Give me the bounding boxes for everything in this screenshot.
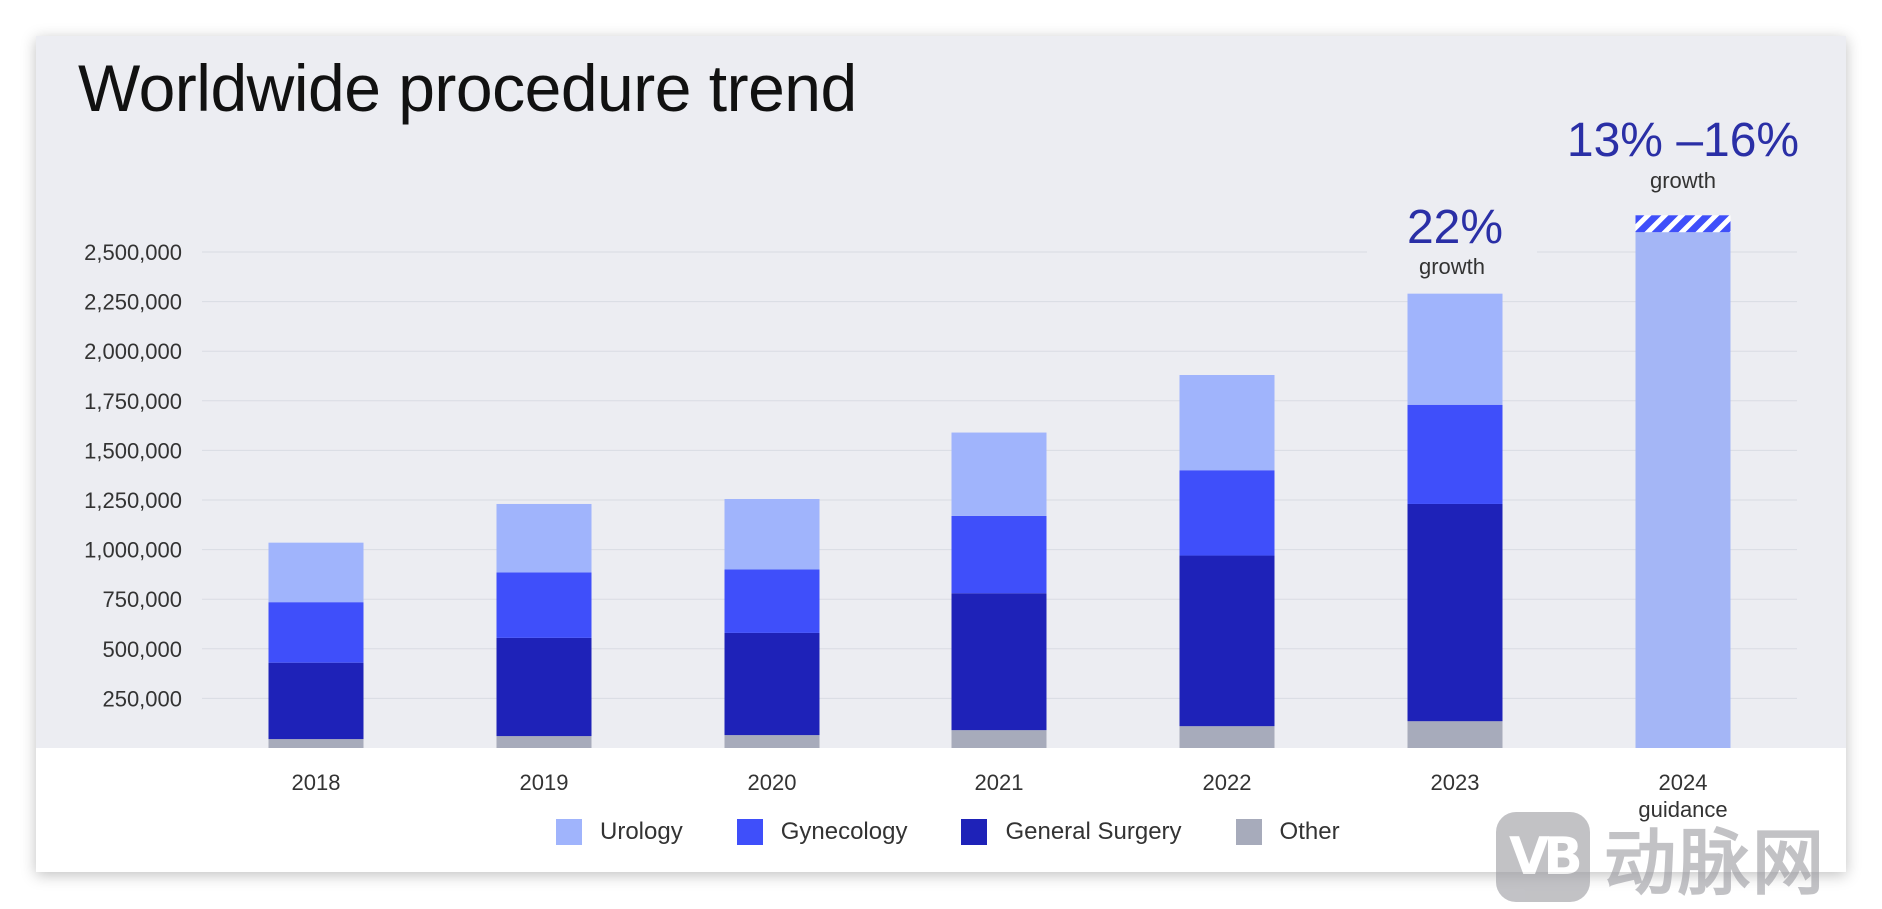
bar-segment-gynecology [1407, 404, 1503, 504]
guidance-growth-label: 13% –16% [1567, 114, 1799, 167]
bar-segment-urology [1407, 293, 1503, 405]
watermark-logo: VB [1496, 811, 1590, 902]
y-tick-label: 1,000,000 [84, 538, 182, 563]
x-tick-label: 2023 [1431, 770, 1480, 795]
legend-label-gynecology: Gynecology [780, 818, 908, 845]
x-tick-label: 2022 [1203, 770, 1252, 795]
bar-segment-general-surgery [724, 632, 820, 736]
y-tick-label: 2,250,000 [84, 290, 182, 315]
y-tick-label: 1,500,000 [84, 438, 182, 463]
bar-guidance [1635, 232, 1731, 748]
bar-segment-other [268, 739, 364, 748]
bar-segment-other [1407, 721, 1503, 748]
bar-segment-general-surgery [496, 637, 592, 737]
bar-segment-urology [951, 432, 1047, 516]
growth-annotation-caption: growth [1419, 254, 1485, 279]
bar-segment-gynecology [951, 515, 1047, 594]
chart-title: Worldwide procedure trend [78, 51, 857, 125]
legend-swatch-gynecology [736, 819, 763, 845]
bar-segment-gynecology [724, 569, 820, 633]
legend-label-general-surgery: General Surgery [1005, 818, 1182, 845]
y-tick-label: 2,000,000 [84, 339, 182, 364]
bar-segment-other [496, 736, 592, 748]
legend-swatch-urology [556, 819, 582, 845]
bar-segment-general-surgery [951, 593, 1047, 731]
y-tick-label: 2,500,000 [84, 240, 182, 265]
bar-segment-gynecology [1179, 470, 1275, 556]
bar-segment-general-surgery [268, 662, 364, 740]
x-tick-sublabel: guidance [1638, 797, 1727, 822]
bar-segment-gynecology [496, 572, 592, 638]
x-tick-label: 2024 [1659, 770, 1708, 795]
bar-segment-other [951, 730, 1047, 748]
bar-segment-urology [496, 503, 592, 573]
x-tick-label: 2021 [975, 770, 1024, 795]
legend-item-gynecology: Gynecology [736, 818, 908, 846]
legend-item-general-surgery: General Surgery [961, 818, 1182, 846]
watermark: VB 动脉网 [1496, 804, 1826, 909]
bar-segment-other [1179, 726, 1275, 748]
growth-annotation-label: 22% [1407, 201, 1503, 254]
y-tick-label: 500,000 [102, 637, 182, 662]
legend-item-other: Other [1235, 818, 1340, 846]
y-tick-label: 250,000 [102, 686, 182, 711]
y-tick-label: 1,250,000 [84, 488, 182, 513]
legend-swatch-general-surgery [961, 819, 988, 845]
chart-legend: Urology Gynecology General Surgery Other [556, 818, 1340, 846]
bar-segment-general-surgery [1179, 555, 1275, 727]
y-tick-label: 750,000 [102, 587, 182, 612]
annotation-backdrop [1367, 196, 1537, 284]
y-tick-label: 1,750,000 [84, 389, 182, 414]
legend-label-other: Other [1279, 818, 1340, 845]
legend-swatch-other [1235, 819, 1262, 845]
bar-segment-urology [1179, 375, 1275, 471]
bar-segment-other [724, 735, 820, 748]
guidance-growth-caption: growth [1650, 168, 1716, 193]
x-tick-label: 2018 [292, 770, 341, 795]
bar-segment-general-surgery [1407, 503, 1503, 722]
bar-segment-urology [268, 542, 364, 603]
bar-segment-gynecology [268, 602, 364, 663]
x-tick-label: 2020 [748, 770, 797, 795]
x-tick-label: 2019 [520, 770, 569, 795]
bar-guidance-range [1635, 215, 1731, 233]
bar-segment-urology [724, 499, 820, 570]
watermark-text: 动脉网 [1604, 821, 1827, 905]
legend-label-urology: Urology [600, 818, 683, 845]
legend-item-urology: Urology [556, 818, 683, 846]
